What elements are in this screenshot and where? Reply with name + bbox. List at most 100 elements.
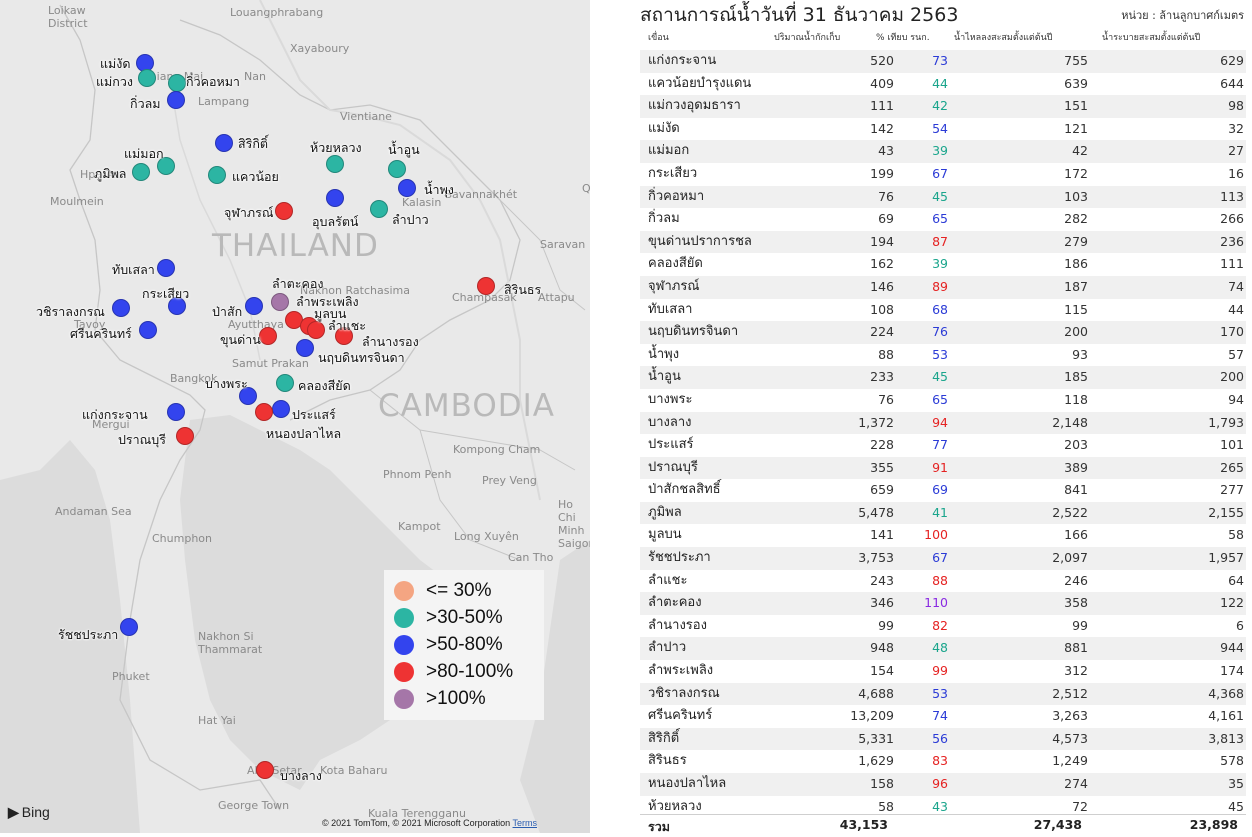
table-row[interactable]: ขุนด่านปราการชล 194 87 279 236 bbox=[640, 230, 1246, 254]
table-row[interactable]: บางพระ 76 65 118 94 bbox=[640, 389, 1246, 412]
dam-marker[interactable] bbox=[398, 179, 416, 197]
table-row[interactable]: ลำแชะ 243 88 246 64 bbox=[640, 570, 1246, 593]
inflow-cell: 279 bbox=[1064, 233, 1088, 249]
table-row[interactable]: รัชชประภา 3,753 67 2,097 1,957 bbox=[640, 547, 1246, 570]
table-row[interactable]: ภูมิพล 5,478 41 2,522 2,155 bbox=[640, 501, 1246, 525]
table-row[interactable]: น้ำอูน 233 45 185 200 bbox=[640, 366, 1246, 389]
dam-marker[interactable] bbox=[157, 157, 175, 175]
pct-cell: 76 bbox=[932, 324, 948, 340]
place-label: Samut Prakan bbox=[232, 357, 309, 370]
storage-cell: 142 bbox=[870, 120, 894, 136]
column-header-dam[interactable]: เขื่อน bbox=[648, 33, 669, 43]
table-row[interactable]: วชิราลงกรณ 4,688 53 2,512 4,368 bbox=[640, 682, 1246, 706]
inflow-cell: 841 bbox=[1064, 482, 1088, 498]
dam-marker[interactable] bbox=[168, 297, 186, 315]
dam-marker[interactable] bbox=[157, 259, 175, 277]
table-row[interactable]: ป่าสักชลสิทธิ์ 659 69 841 277 bbox=[640, 479, 1246, 502]
table-row[interactable]: น้ำพุง 88 53 93 57 bbox=[640, 344, 1246, 367]
dam-marker[interactable] bbox=[326, 189, 344, 207]
pct-cell: 44 bbox=[932, 75, 948, 91]
table-row[interactable]: จุฬาภรณ์ 146 89 187 74 bbox=[640, 275, 1246, 299]
table-row[interactable]: กิ่วคอหมา 76 45 103 113 bbox=[640, 185, 1246, 209]
dam-marker[interactable] bbox=[239, 387, 257, 405]
dam-marker[interactable] bbox=[326, 155, 344, 173]
dam-name-cell: นฤบดินทรจินดา bbox=[648, 324, 739, 340]
dam-marker[interactable] bbox=[259, 327, 277, 345]
dam-marker[interactable] bbox=[176, 427, 194, 445]
column-header-pct[interactable]: % เทียบ รนก. bbox=[876, 33, 930, 43]
table-row[interactable]: กระเสียว 199 67 172 16 bbox=[640, 163, 1246, 186]
dam-label: กิ่วลม bbox=[130, 96, 161, 111]
table-row[interactable]: มูลบน 141 100 166 58 bbox=[640, 524, 1246, 547]
dam-marker[interactable] bbox=[388, 160, 406, 178]
table-row[interactable]: ปราณบุรี 355 91 389 265 bbox=[640, 456, 1246, 480]
dam-marker[interactable] bbox=[272, 400, 290, 418]
dam-label: กิ่วคอหมา bbox=[186, 74, 240, 89]
table-row[interactable]: สิริกิติ์ 5,331 56 4,573 3,813 bbox=[640, 727, 1246, 751]
inflow-cell: 755 bbox=[1064, 53, 1088, 68]
dam-name-cell: บางพระ bbox=[648, 391, 693, 407]
map-visual[interactable]: THAILAND CAMBODIA Loikaw District Louangp… bbox=[0, 0, 590, 833]
dam-marker[interactable] bbox=[335, 327, 353, 345]
dam-marker[interactable] bbox=[112, 299, 130, 317]
pct-cell: 87 bbox=[932, 233, 948, 249]
dam-marker[interactable] bbox=[245, 297, 263, 315]
dam-marker[interactable] bbox=[120, 618, 138, 636]
table-row[interactable]: ลำนางรอง 99 82 99 6 bbox=[640, 615, 1246, 638]
table-row[interactable]: แก่งกระจาน 520 73 755 629 bbox=[640, 50, 1246, 73]
place-label: Andaman Sea bbox=[55, 505, 132, 518]
inflow-cell: 389 bbox=[1064, 459, 1088, 475]
dam-marker[interactable] bbox=[255, 403, 273, 421]
table-row[interactable]: คลองสียัด 162 39 186 111 bbox=[640, 253, 1246, 276]
table-row[interactable]: ลำปาว 948 48 881 944 bbox=[640, 637, 1246, 661]
dam-marker[interactable] bbox=[167, 91, 185, 109]
table-row[interactable]: นฤบดินทรจินดา 224 76 200 170 bbox=[640, 321, 1246, 344]
table-row[interactable]: หนองปลาไหล 158 96 274 35 bbox=[640, 773, 1246, 796]
column-header-storage[interactable]: ปริมาณน้ำกักเก็บ bbox=[774, 33, 841, 43]
dam-marker[interactable] bbox=[132, 163, 150, 181]
table-row[interactable]: บางลาง 1,372 94 2,148 1,793 bbox=[640, 411, 1246, 435]
dam-table-panel: สถานการณ์น้ำวันที่ 31 ธันวาคม 2563 หน่วย… bbox=[640, 0, 1252, 834]
dam-marker[interactable] bbox=[167, 403, 185, 421]
table-row[interactable]: แม่กวงอุดมธารา 111 42 151 98 bbox=[640, 95, 1246, 118]
legend-label: <= 30% bbox=[426, 580, 492, 601]
inflow-cell: 115 bbox=[1064, 301, 1088, 317]
terms-link[interactable]: Terms bbox=[512, 818, 538, 828]
table-row[interactable]: ลำตะคอง 346 110 358 122 bbox=[640, 592, 1246, 615]
bing-logo[interactable]: ▶ Bing bbox=[8, 804, 50, 821]
table-row[interactable]: สิรินธร 1,629 83 1,249 578 bbox=[640, 750, 1246, 773]
table-row[interactable]: ประแสร์ 228 77 203 101 bbox=[640, 434, 1246, 457]
dam-marker[interactable] bbox=[276, 374, 294, 392]
dam-marker[interactable] bbox=[370, 200, 388, 218]
dam-marker[interactable] bbox=[215, 134, 233, 152]
dam-marker[interactable] bbox=[168, 74, 186, 92]
table-row[interactable]: ห้วยหลวง 58 43 72 45 bbox=[640, 796, 1246, 819]
map-attribution: © 2021 TomTom, © 2021 Microsoft Corporat… bbox=[322, 818, 537, 828]
dam-label: ลำพระเพลิง bbox=[296, 294, 359, 309]
dam-marker[interactable] bbox=[307, 321, 325, 339]
table-row[interactable]: แม่มอก 43 39 42 27 bbox=[640, 140, 1246, 163]
dam-name-cell: ปราณบุรี bbox=[648, 459, 698, 475]
table-row[interactable]: ทับเสลา 108 68 115 44 bbox=[640, 299, 1246, 322]
pct-cell: 53 bbox=[932, 346, 948, 362]
table-row[interactable]: ศรีนครินทร์ 13,209 74 3,263 4,161 bbox=[640, 705, 1246, 728]
pct-cell: 88 bbox=[932, 572, 948, 588]
dam-marker[interactable] bbox=[275, 202, 293, 220]
storage-cell: 111 bbox=[870, 98, 894, 114]
dam-marker[interactable] bbox=[271, 293, 289, 311]
dam-marker[interactable] bbox=[139, 321, 157, 339]
dam-marker[interactable] bbox=[477, 277, 495, 295]
dam-marker[interactable] bbox=[256, 761, 274, 779]
inflow-cell: 172 bbox=[1064, 165, 1088, 181]
table-row[interactable]: ลำพระเพลิง 154 99 312 174 bbox=[640, 660, 1246, 683]
column-header-inflow[interactable]: น้ำไหลลงสะสมตั้งแต่ต้นปี bbox=[954, 33, 1053, 43]
dam-marker[interactable] bbox=[296, 339, 314, 357]
table-row[interactable]: แควน้อยบำรุงแดน 409 44 639 644 bbox=[640, 73, 1246, 96]
dam-marker[interactable] bbox=[138, 69, 156, 87]
column-header-outflow[interactable]: น้ำระบายสะสมตั้งแต่ต้นปี bbox=[1102, 33, 1201, 43]
table-row[interactable]: แม่งัด 142 54 121 32 bbox=[640, 118, 1246, 141]
place-label: Can Tho bbox=[508, 551, 554, 564]
outflow-cell: 236 bbox=[1220, 233, 1244, 249]
dam-marker[interactable] bbox=[208, 166, 226, 184]
table-row[interactable]: กิ่วลม 69 65 282 266 bbox=[640, 208, 1246, 231]
